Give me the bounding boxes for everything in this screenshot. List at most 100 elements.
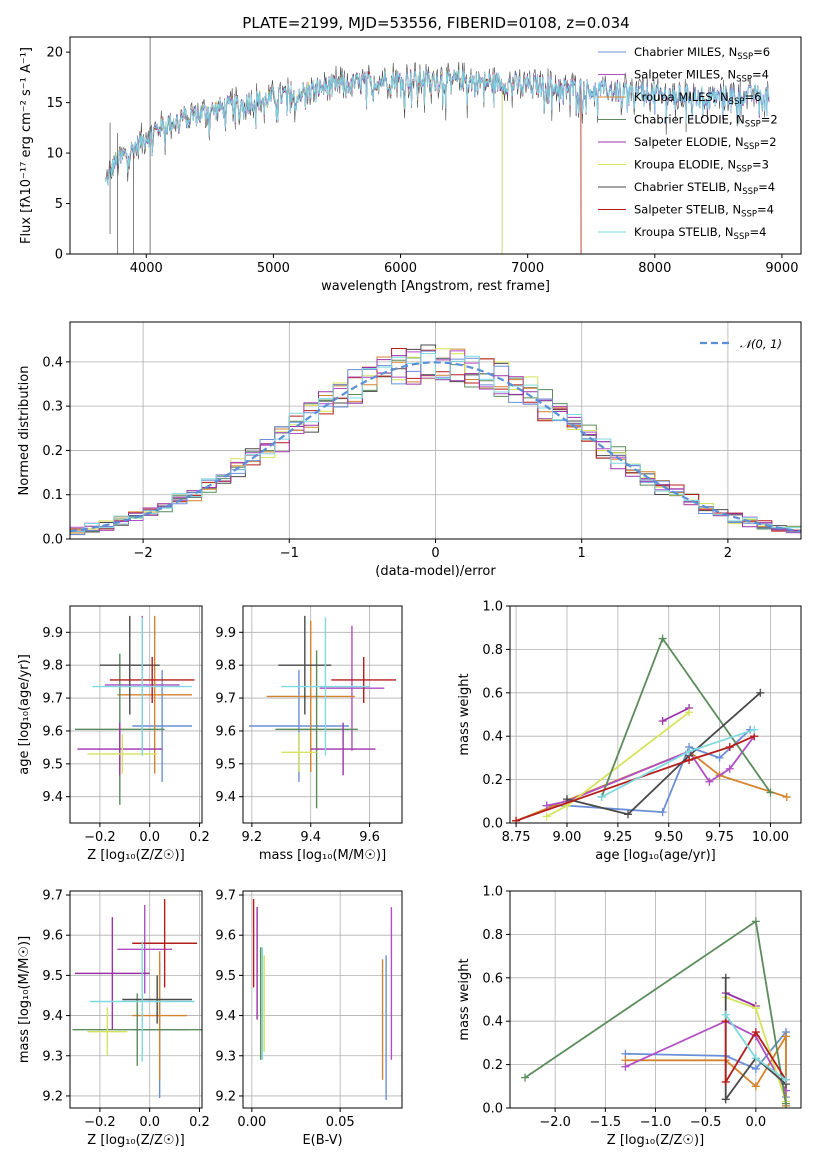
x-axis-label: Z [log₁₀(Z/Z☉)]: [87, 1133, 184, 1148]
y-tick-label: 9.5: [42, 969, 63, 984]
weight-marker: [781, 1099, 790, 1108]
y-tick-label: 9.6: [42, 724, 63, 739]
residuals-frame: [69, 321, 802, 540]
weight-marker: [597, 792, 606, 801]
y-tick-label: 9.7: [42, 692, 63, 707]
weight-marker: [658, 717, 667, 726]
x-tick-label: −1.0: [640, 1115, 672, 1130]
weight-series-line: [662, 707, 690, 722]
spectrum-series-line: [105, 61, 770, 182]
weight-marker: [756, 688, 765, 697]
x-tick-label: 0.2: [189, 830, 210, 845]
x-tick-label: 6000: [384, 261, 417, 276]
weight-marker: [512, 816, 521, 823]
x-tick-label: −2: [134, 546, 153, 561]
residuals-data: [70, 344, 801, 537]
x-tick-label: 0: [431, 546, 439, 561]
weight-marker: [781, 1075, 790, 1084]
weight-marker: [766, 788, 775, 797]
y-tick-label: 9.3: [42, 1049, 63, 1064]
y-tick-label: 0.4: [482, 1015, 503, 1030]
x-tick-label: 9.50: [654, 830, 683, 845]
weight-vs-age-data: [512, 634, 791, 823]
x-tick-label: 0.0: [746, 1115, 767, 1130]
weight-marker: [721, 1077, 730, 1086]
x-tick-label: 1: [578, 546, 586, 561]
x-axis-label: wavelength [Angstrom, rest frame]: [321, 279, 550, 294]
x-tick-label: 4000: [130, 261, 163, 276]
weight-marker: [685, 756, 694, 765]
spectrum-panel: 4000 5000 6000 7000 8000 9000 0 5 10 15 20 waveleng…: [19, 36, 802, 294]
age-vs-mass-data: [248, 615, 397, 809]
y-tick-label: 0.2: [42, 444, 63, 459]
weight-marker: [658, 634, 667, 643]
spectrum-data: [105, 37, 770, 254]
x-tick-label: 9.2: [241, 830, 262, 845]
weight-marker: [782, 792, 791, 801]
y-tick-label: 9.4: [215, 790, 236, 805]
weight-marker: [542, 801, 551, 810]
legend-entry: Kroupa STELIB, NSSP=4: [634, 225, 766, 242]
x-tick-label: 0.0: [139, 830, 160, 845]
x-tick-label: 8.75: [502, 830, 531, 845]
y-tick-label: 0.2: [482, 1058, 503, 1073]
x-tick-label: 0.05: [326, 1115, 355, 1130]
weight-series-line: [724, 1021, 787, 1086]
x-tick-label: 0.0: [139, 1115, 160, 1130]
age-vs-mass-panel: 9.2 9.4 9.6 9.4 9.5 9.6 9.7 9.8 9.9 mass [log₁₀(M…: [215, 605, 403, 863]
weight-marker: [725, 764, 734, 773]
legend-entry: Chabrier ELODIE, NSSP=2: [634, 113, 778, 130]
weight-marker: [658, 808, 667, 817]
x-tick-label: 2: [724, 546, 732, 561]
legend-entry: Kroupa MILES, NSSP=6: [634, 90, 761, 107]
x-axis-label: age [log₁₀(age/yr)]: [595, 848, 716, 863]
normal-curve: [70, 361, 801, 533]
x-axis-label: mass [log₁₀(M/M☉)]: [259, 848, 386, 863]
y-axis-label: mass [log₁₀(M/M☉)]: [17, 936, 32, 1063]
x-tick-label: 7000: [511, 261, 544, 276]
legend-entry: 𝒩(0, 1): [740, 337, 782, 351]
mass-vs-EBV-frame: [242, 890, 403, 1109]
y-tick-label: 9.6: [215, 724, 236, 739]
weight-series-line: [566, 692, 761, 816]
weight-marker: [621, 1062, 630, 1071]
x-tick-label: −0.2: [84, 1115, 116, 1130]
weight-series-line: [515, 735, 755, 822]
spectrum-series-line: [105, 69, 582, 254]
y-tick-label: 9.5: [215, 757, 236, 772]
y-tick-label: 0.3: [42, 400, 63, 415]
x-axis-label: E(B-V): [302, 1133, 342, 1148]
weight-series-line: [600, 636, 772, 798]
weight-marker: [721, 1010, 730, 1019]
y-tick-label: 9.3: [215, 1049, 236, 1064]
mass-vs-Z-frame: [69, 890, 203, 1109]
x-tick-label: 10.00: [752, 830, 789, 845]
age-vs-Z-frame: [69, 605, 203, 824]
y-tick-label: 0.6: [482, 686, 503, 701]
weight-series-line: [625, 1020, 787, 1092]
x-tick-label: 9.25: [603, 830, 632, 845]
weight-marker: [715, 753, 724, 762]
y-tick-label: 0.4: [482, 730, 503, 745]
y-tick-label: 9.5: [42, 757, 63, 772]
figure-title: PLATE=2199, MJD=53556, FIBERID=0108, z=0…: [242, 14, 629, 32]
x-tick-label: 0.2: [189, 1115, 210, 1130]
weight-vs-Z-panel: −2.0 −1.5 −1.0 −0.5 0.0 0.0 0.2 0.4 0.6 0.8 1.0 Z […: [457, 885, 802, 1148]
spectrum-series-line: [105, 69, 770, 186]
weight-marker: [624, 810, 633, 819]
x-tick-label: −1: [280, 546, 299, 561]
y-tick-label: 0.0: [482, 817, 503, 832]
weight-vs-Z-data: [521, 917, 790, 1108]
y-tick-label: 9.4: [215, 1009, 236, 1024]
y-tick-label: 0.2: [482, 773, 503, 788]
age-vs-mass-grid: [243, 606, 402, 823]
weight-marker: [721, 1095, 730, 1104]
weight-marker: [781, 1032, 790, 1041]
weight-marker: [705, 777, 714, 786]
age-vs-mass-frame: [242, 605, 403, 824]
x-axis-label: Z [log₁₀(Z/Z☉)]: [87, 848, 184, 863]
legend-entry: Salpeter MILES, NSSP=4: [634, 68, 769, 85]
mass-vs-Z-data: [72, 899, 202, 1098]
weight-series-line: [546, 735, 755, 807]
